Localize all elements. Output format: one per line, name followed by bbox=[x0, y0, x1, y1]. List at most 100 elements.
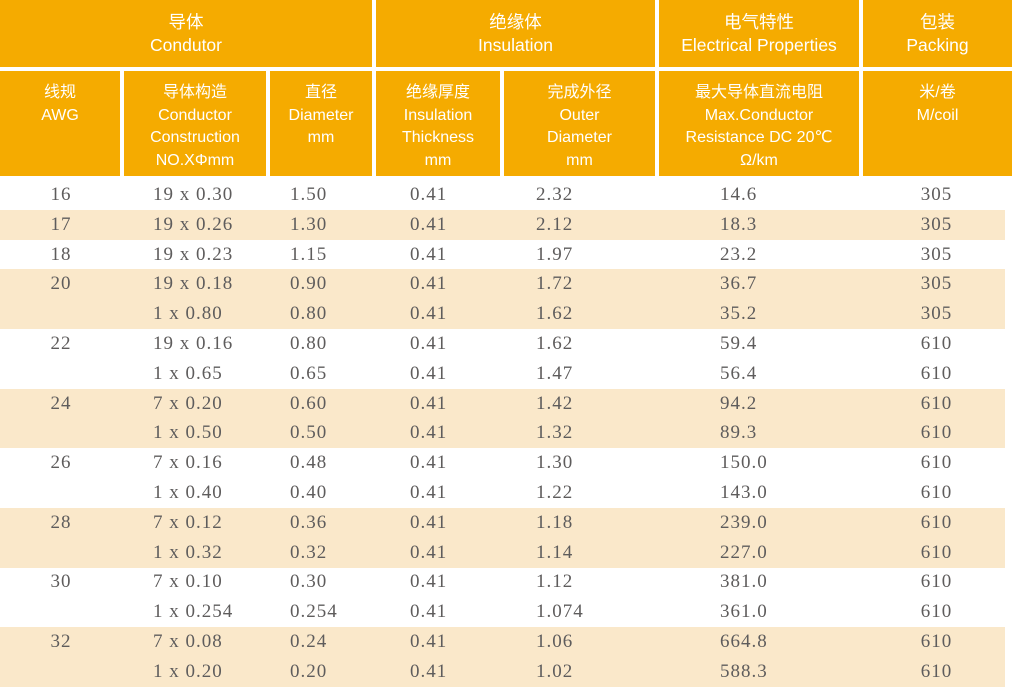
cell-construction: 1 x 0.20 bbox=[153, 660, 223, 682]
cell-m-per-coil: 610 bbox=[920, 571, 953, 593]
cell-resistance: 23.2 bbox=[720, 243, 758, 265]
group-header-packing: 包装 Packing bbox=[863, 0, 1012, 67]
col-header-line: Construction bbox=[150, 129, 240, 146]
cell-diameter: 0.65 bbox=[290, 362, 328, 384]
cell-m-per-coil: 305 bbox=[920, 183, 953, 205]
cell-construction: 7 x 0.20 bbox=[153, 392, 223, 414]
table-row: 30 7 x 0.10 0.30 0.41 1.12 381.0 610 bbox=[0, 568, 1012, 598]
cell-resistance: 588.3 bbox=[720, 660, 768, 682]
cell-m-per-coil: 610 bbox=[920, 392, 953, 414]
table-row: 1 x 0.80 0.80 0.41 1.62 35.2 305 bbox=[0, 299, 1012, 330]
col-header-line: Max.Conductor bbox=[704, 106, 814, 124]
cell-resistance: 94.2 bbox=[720, 392, 758, 414]
group-header-insulation: 绝缘体 Insulation bbox=[376, 0, 655, 67]
cell-outer-diameter: 1.30 bbox=[536, 452, 574, 474]
col-header-line: mm bbox=[424, 151, 452, 169]
col-header-line: 最大导体直流电阻 bbox=[694, 84, 823, 101]
cell-resistance: 59.4 bbox=[720, 332, 758, 354]
cell-m-per-coil: 305 bbox=[920, 243, 953, 265]
cell-construction: 1 x 0.40 bbox=[153, 482, 223, 504]
cell-outer-diameter: 1.62 bbox=[536, 332, 574, 354]
col-header-line: 绝缘厚度 bbox=[405, 84, 470, 101]
cell-outer-diameter: 1.32 bbox=[536, 422, 574, 444]
cell-insulation-thickness: 0.41 bbox=[410, 392, 448, 414]
col-header-line: Ω/km bbox=[740, 151, 778, 169]
cell-construction: 1 x 0.254 bbox=[153, 601, 234, 623]
col-header-max-conductor-resistance: 最大导体直流电阻 Max.Conductor Resistance DC 20℃ Ω/… bbox=[659, 71, 859, 176]
cell-insulation-thickness: 0.41 bbox=[410, 332, 448, 354]
col-header-line: 直径 bbox=[304, 84, 337, 101]
cell-construction: 1 x 0.80 bbox=[153, 303, 223, 325]
cell-construction: 1 x 0.65 bbox=[153, 362, 223, 384]
group-header-conductor-zh: 导体 bbox=[168, 11, 204, 32]
cell-construction: 7 x 0.10 bbox=[153, 571, 223, 593]
cell-insulation-thickness: 0.41 bbox=[410, 362, 448, 384]
cell-diameter: 1.50 bbox=[290, 183, 328, 205]
cell-outer-diameter: 1.18 bbox=[536, 511, 574, 533]
cell-construction: 19 x 0.30 bbox=[153, 183, 234, 205]
table-body: 16 19 x 0.30 1.50 0.41 2.32 14.6 305 17 19 x 0.2… bbox=[0, 180, 1012, 687]
table-row: 16 19 x 0.30 1.50 0.41 2.32 14.6 305 bbox=[0, 180, 1012, 210]
cell-insulation-thickness: 0.41 bbox=[410, 422, 448, 444]
col-header-insulation-thickness: 绝缘厚度 Insulation Thickness mm bbox=[376, 71, 500, 176]
cell-m-per-coil: 610 bbox=[920, 601, 953, 623]
table-row: 32 7 x 0.08 0.24 0.41 1.06 664.8 610 bbox=[0, 627, 1012, 657]
cell-m-per-coil: 610 bbox=[920, 631, 953, 653]
col-header-line: Resistance DC 20℃ bbox=[685, 129, 833, 146]
cell-diameter: 0.20 bbox=[290, 660, 328, 682]
cell-resistance: 239.0 bbox=[720, 511, 768, 533]
cell-insulation-thickness: 0.41 bbox=[410, 452, 448, 474]
cell-construction: 1 x 0.32 bbox=[153, 541, 223, 563]
table-row: 1 x 0.65 0.65 0.41 1.47 56.4 610 bbox=[0, 359, 1012, 389]
col-header-line: Diameter bbox=[547, 129, 612, 146]
cell-outer-diameter: 1.42 bbox=[536, 392, 574, 414]
cell-insulation-thickness: 0.41 bbox=[410, 183, 448, 205]
cell-insulation-thickness: 0.41 bbox=[410, 571, 448, 593]
cell-m-per-coil: 610 bbox=[920, 482, 953, 504]
cell-m-per-coil: 610 bbox=[920, 452, 953, 474]
col-header-line: Outer bbox=[559, 106, 600, 124]
cell-diameter: 1.30 bbox=[290, 213, 328, 235]
cell-construction: 19 x 0.23 bbox=[153, 243, 234, 265]
cell-outer-diameter: 1.72 bbox=[536, 273, 574, 295]
group-header-conductor: 导体 Condutor bbox=[0, 0, 372, 67]
cell-awg: 18 bbox=[50, 243, 72, 265]
table-row: 20 19 x 0.18 0.90 0.41 1.72 36.7 305 bbox=[0, 269, 1012, 300]
cell-diameter: 0.80 bbox=[290, 332, 328, 354]
cell-construction: 19 x 0.18 bbox=[153, 273, 234, 295]
col-header-line: 线规 bbox=[43, 84, 76, 101]
cell-m-per-coil: 305 bbox=[920, 273, 953, 295]
cell-resistance: 227.0 bbox=[720, 541, 768, 563]
cell-outer-diameter: 1.14 bbox=[536, 541, 574, 563]
cell-diameter: 0.50 bbox=[290, 422, 328, 444]
cell-outer-diameter: 1.06 bbox=[536, 631, 574, 653]
cell-insulation-thickness: 0.41 bbox=[410, 482, 448, 504]
cell-awg: 26 bbox=[50, 452, 72, 474]
cell-outer-diameter: 1.62 bbox=[536, 303, 574, 325]
cell-awg: 24 bbox=[50, 392, 72, 414]
table-row: 1 x 0.20 0.20 0.41 1.02 588.3 610 bbox=[0, 657, 1012, 687]
cell-construction: 19 x 0.26 bbox=[153, 213, 234, 235]
cell-diameter: 0.254 bbox=[290, 601, 338, 623]
cell-diameter: 0.32 bbox=[290, 541, 328, 563]
cell-resistance: 56.4 bbox=[720, 362, 758, 384]
cell-awg: 17 bbox=[50, 213, 72, 235]
cell-diameter: 0.30 bbox=[290, 571, 328, 593]
cell-awg: 16 bbox=[50, 183, 72, 205]
cell-m-per-coil: 610 bbox=[920, 362, 953, 384]
table-row: 18 19 x 0.23 1.15 0.41 1.97 23.2 305 bbox=[0, 240, 1012, 270]
cell-construction: 19 x 0.16 bbox=[153, 332, 234, 354]
cell-resistance: 89.3 bbox=[720, 422, 758, 444]
col-header-line: Thickness bbox=[401, 129, 475, 146]
cell-outer-diameter: 1.97 bbox=[536, 243, 574, 265]
cell-m-per-coil: 305 bbox=[920, 303, 953, 325]
cell-outer-diameter: 1.074 bbox=[536, 601, 584, 623]
col-header-line: Diameter bbox=[288, 106, 354, 124]
table-row: 17 19 x 0.26 1.30 0.41 2.12 18.3 305 bbox=[0, 209, 1012, 240]
cell-insulation-thickness: 0.41 bbox=[410, 660, 448, 682]
cell-insulation-thickness: 0.41 bbox=[410, 243, 448, 265]
cell-construction: 1 x 0.50 bbox=[153, 422, 223, 444]
group-header-packing-zh: 包装 bbox=[920, 11, 955, 32]
cell-m-per-coil: 610 bbox=[920, 511, 953, 533]
table-row: 1 x 0.254 0.254 0.41 1.074 361.0 610 bbox=[0, 597, 1012, 627]
